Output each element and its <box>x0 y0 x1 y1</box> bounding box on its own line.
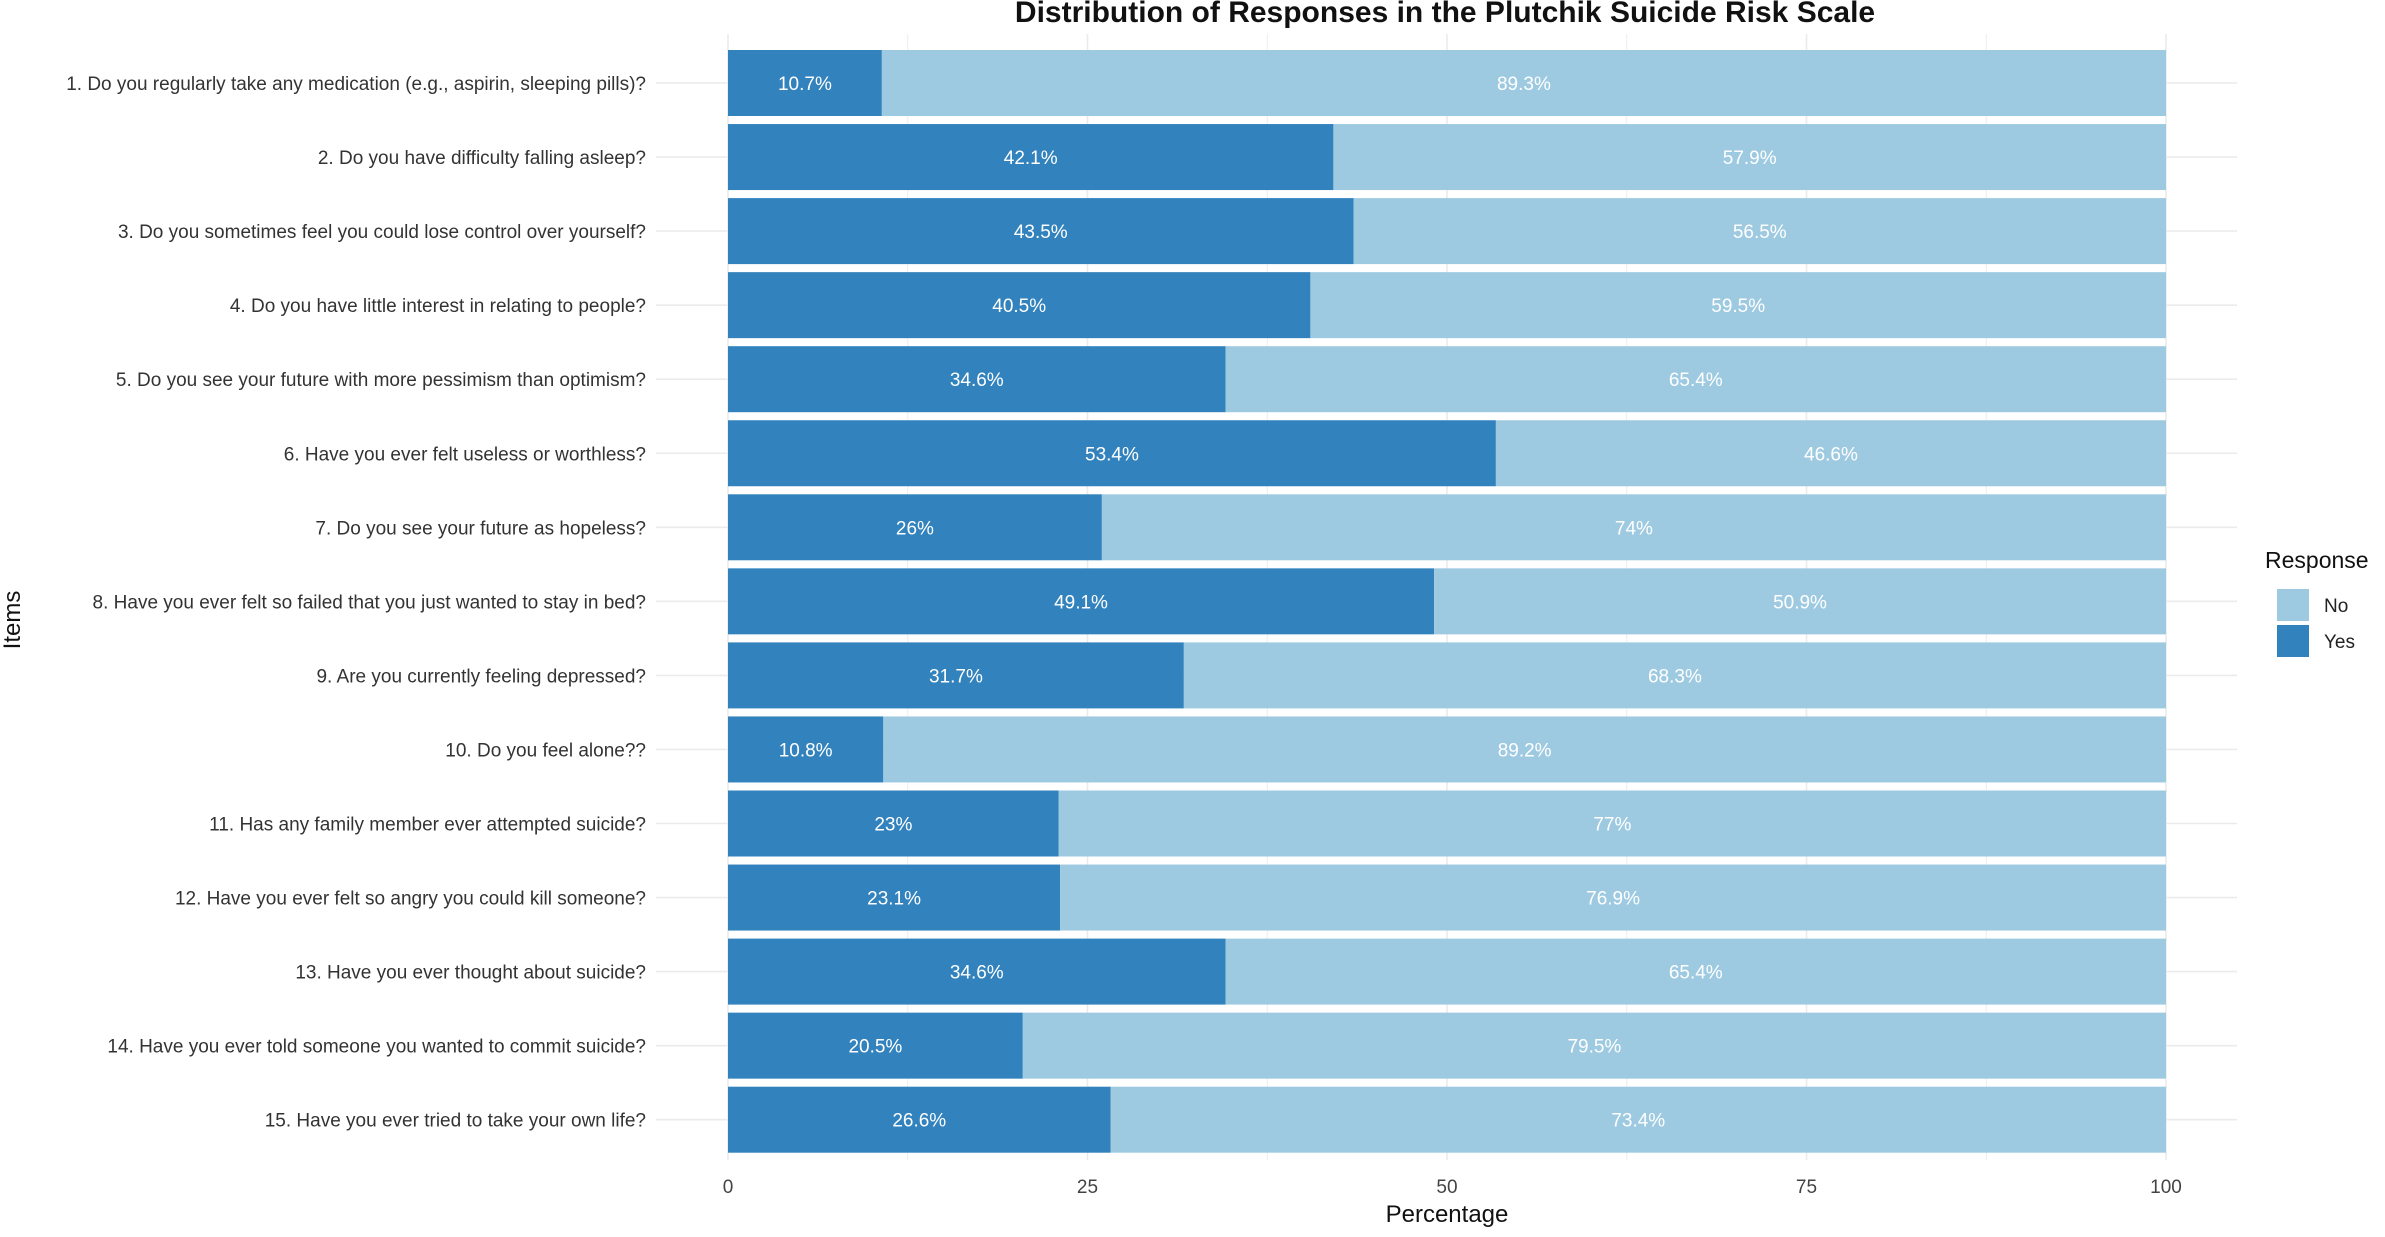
bar-label-yes: 26.6% <box>892 1111 946 1132</box>
bar-label-no: 65.4% <box>1669 370 1723 391</box>
legend: Response No Yes <box>2265 547 2369 657</box>
bars-layer: 10.7% 89.3% 42.1% 57.9% 43.5% 56.5% 40.5% 59.5%… <box>728 50 2167 1153</box>
category-label: 10. Do you feel alone?? <box>445 740 646 761</box>
x-tick-label: 25 <box>1077 1177 1098 1198</box>
bar-label-no: 74% <box>1615 518 1653 539</box>
bar-label-yes: 23% <box>874 815 912 836</box>
bar-label-yes: 49.1% <box>1054 592 1108 613</box>
category-label: 2. Do you have difficulty falling asleep… <box>318 148 646 169</box>
bar-label-yes: 23.1% <box>867 889 921 910</box>
category-label: 8. Have you ever felt so failed that you… <box>93 592 646 613</box>
legend-title: Response <box>2265 547 2369 573</box>
bar-label-yes: 43.5% <box>1014 222 1068 243</box>
bar-label-yes: 34.6% <box>950 963 1004 984</box>
category-label: 5. Do you see your future with more pess… <box>116 370 646 391</box>
chart-title: Distribution of Responses in the Plutchi… <box>1015 0 1875 29</box>
x-tick-label: 75 <box>1796 1177 1817 1198</box>
bar-label-yes: 42.1% <box>1004 148 1058 169</box>
bar-yes <box>728 198 1354 265</box>
bar-label-yes: 31.7% <box>929 666 983 687</box>
bar-yes <box>728 716 884 783</box>
bar-label-yes: 26% <box>896 518 934 539</box>
bar-no <box>1060 864 2166 931</box>
category-label: 15. Have you ever tried to take your own… <box>265 1111 646 1132</box>
y-axis-title: Items <box>0 591 26 650</box>
bar-label-yes: 10.7% <box>778 74 832 95</box>
bar-no <box>1101 494 2166 561</box>
bar-label-no: 50.9% <box>1773 592 1827 613</box>
bar-yes <box>728 420 1496 487</box>
bar-yes <box>728 124 1334 191</box>
bar-yes <box>728 642 1184 709</box>
x-tick-label: 50 <box>1436 1177 1457 1198</box>
bar-no <box>1434 568 2166 635</box>
x-tick-label: 0 <box>723 1177 734 1198</box>
category-label: 11. Has any family member ever attempted… <box>209 815 646 836</box>
category-label: 13. Have you ever thought about suicide? <box>295 963 646 984</box>
x-tick-labels: 0 25 50 75 100 <box>723 1177 2182 1198</box>
legend-label-no: No <box>2324 596 2348 617</box>
bar-label-no: 89.3% <box>1497 74 1551 95</box>
legend-swatch-yes <box>2277 625 2309 657</box>
bar-label-no: 79.5% <box>1567 1037 1621 1058</box>
category-label: 14. Have you ever told someone you wante… <box>107 1037 646 1058</box>
legend-label-yes: Yes <box>2324 632 2355 653</box>
category-label: 3. Do you sometimes feel you could lose … <box>118 222 646 243</box>
category-labels: 1. Do you regularly take any medication … <box>66 74 646 1132</box>
legend-swatch-no <box>2277 589 2309 621</box>
bar-yes <box>728 568 1435 635</box>
bar-no <box>1333 124 2166 191</box>
bar-label-no: 57.9% <box>1723 148 1777 169</box>
bar-label-no: 73.4% <box>1611 1111 1665 1132</box>
x-axis-title: Percentage <box>1386 1201 1509 1228</box>
category-label: 7. Do you see your future as hopeless? <box>315 518 646 539</box>
bar-no <box>1225 938 2166 1005</box>
bar-label-no: 59.5% <box>1711 296 1765 317</box>
bar-yes <box>728 50 882 116</box>
bar-label-no: 89.2% <box>1498 740 1552 761</box>
bar-yes <box>728 346 1226 413</box>
category-label: 12. Have you ever felt so angry you coul… <box>175 889 646 910</box>
bar-no <box>1225 346 2166 413</box>
bar-yes <box>728 1012 1023 1079</box>
bar-label-no: 76.9% <box>1586 889 1640 910</box>
bar-yes <box>728 272 1311 339</box>
bar-no <box>1110 1086 2166 1153</box>
bar-no <box>1495 420 2166 487</box>
bar-yes <box>728 494 1102 561</box>
bar-no <box>1183 642 2166 709</box>
bar-label-yes: 20.5% <box>848 1037 902 1058</box>
bar-label-no: 56.5% <box>1733 222 1787 243</box>
bar-no <box>1058 790 2166 857</box>
bar-label-yes: 10.8% <box>779 740 833 761</box>
bar-label-yes: 34.6% <box>950 370 1004 391</box>
bar-label-yes: 40.5% <box>992 296 1046 317</box>
bar-yes <box>728 864 1061 931</box>
x-tick-label: 100 <box>2150 1177 2182 1198</box>
bar-no <box>1310 272 2166 339</box>
bar-no <box>1353 198 2166 265</box>
bar-label-no: 65.4% <box>1669 963 1723 984</box>
bar-no <box>1022 1012 2166 1079</box>
bar-label-no: 46.6% <box>1804 444 1858 465</box>
bar-no <box>881 50 2167 116</box>
category-label: 1. Do you regularly take any medication … <box>66 74 646 95</box>
bar-no <box>883 716 2167 783</box>
category-label: 4. Do you have little interest in relati… <box>230 296 646 317</box>
bar-yes <box>728 790 1059 857</box>
bar-yes <box>728 1086 1111 1153</box>
bar-label-no: 77% <box>1593 815 1631 836</box>
category-label: 6. Have you ever felt useless or worthle… <box>284 444 646 465</box>
bar-yes <box>728 938 1226 1005</box>
category-label: 9. Are you currently feeling depressed? <box>316 666 646 687</box>
bar-label-no: 68.3% <box>1648 666 1702 687</box>
bar-label-yes: 53.4% <box>1085 444 1139 465</box>
